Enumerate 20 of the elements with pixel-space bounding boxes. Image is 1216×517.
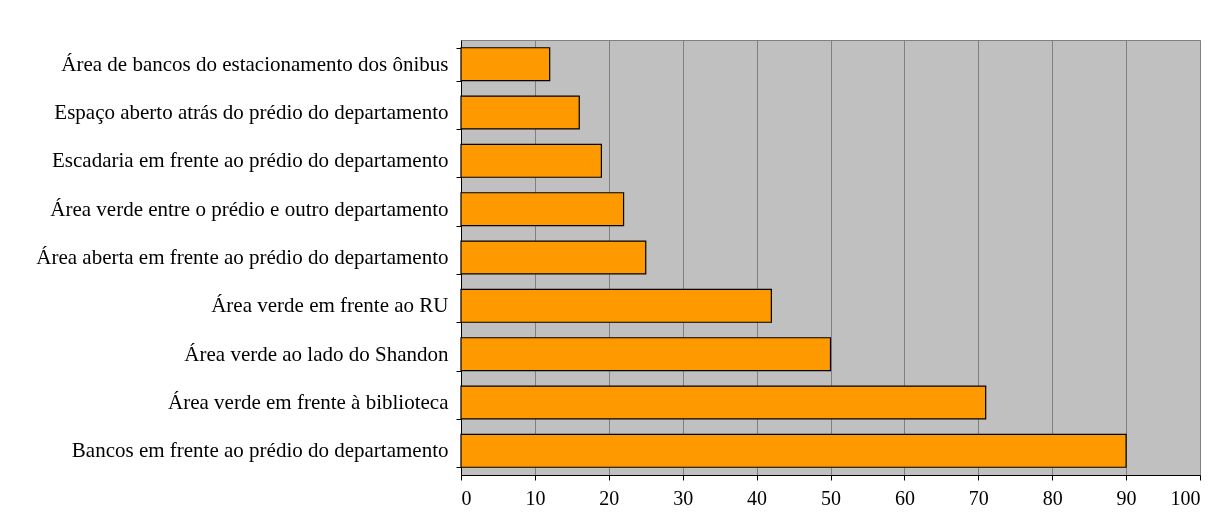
x-tick-label: 80 xyxy=(1042,486,1063,509)
y-tick-label: Escadaria em frente ao prédio do departamento xyxy=(52,148,449,173)
x-tick-label: 30 xyxy=(673,486,694,509)
y-tick-label: Bancos em frente ao prédio do departamento xyxy=(71,438,449,463)
y-tick-label: Área verde entre o prédio e outro departamento xyxy=(50,196,449,221)
y-tick-label: Espaço aberto atrás do prédio do departamento xyxy=(54,100,449,124)
x-tick-label: 0 xyxy=(461,486,472,509)
x-tick-label: 20 xyxy=(599,486,620,509)
y-tick-label: Área verde ao lado do Shandon xyxy=(184,341,449,366)
x-tick-label: 70 xyxy=(968,486,989,509)
y-tick-label: Área verde em frente ao RU xyxy=(211,293,449,318)
y-tick-label: Área verde em frente à biblioteca xyxy=(168,390,450,414)
x-tick-label: 60 xyxy=(894,486,915,509)
x-tick-label: 100 xyxy=(1170,486,1201,509)
y-tick-label: Área aberta em frente ao prédio do departamento xyxy=(36,245,449,269)
x-tick-label: 50 xyxy=(821,486,841,509)
x-tick-label: 90 xyxy=(1116,486,1137,509)
x-tick-label: 40 xyxy=(747,486,768,509)
x-tick-label: 10 xyxy=(525,486,546,509)
y-tick-label: Área de bancos do estacionamento dos ônibus xyxy=(61,51,449,76)
